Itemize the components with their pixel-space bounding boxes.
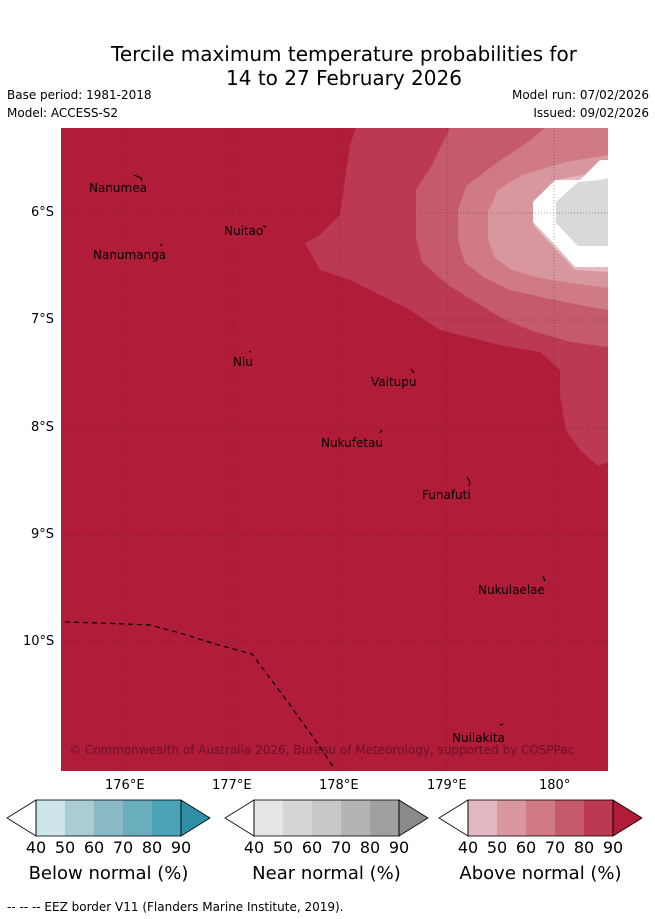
island-marks bbox=[133, 174, 546, 726]
eez-footnote: -- -- -- EEZ border V11 (Flanders Marine… bbox=[7, 900, 344, 914]
lon-label-179e: 179°E bbox=[427, 778, 467, 793]
place-label-nukufetau: Nukufetau bbox=[321, 436, 384, 450]
near-normal-gray-region bbox=[556, 178, 608, 246]
base-period: Base period: 1981-2018 bbox=[7, 88, 152, 102]
colorbar-near bbox=[224, 799, 429, 837]
near-tick-80: 80 bbox=[359, 838, 381, 857]
below-tick-40: 40 bbox=[25, 838, 47, 857]
above-tick-50: 50 bbox=[486, 838, 508, 857]
place-label-nanumanga: Nanumanga bbox=[93, 248, 167, 262]
place-label-nuilakita: Nuilakita bbox=[452, 731, 505, 745]
place-label-vaitupu: Vaitupu bbox=[371, 375, 417, 389]
place-label-nuitao: Nuitao bbox=[224, 224, 264, 238]
lon-label-177e: 177°E bbox=[212, 778, 252, 793]
near-tick-60: 60 bbox=[301, 838, 323, 857]
below-tick-60: 60 bbox=[83, 838, 105, 857]
place-label-niu: Niu bbox=[233, 355, 253, 369]
above-tick-40: 40 bbox=[457, 838, 479, 857]
above-tick-70: 70 bbox=[544, 838, 566, 857]
below-tick-90: 90 bbox=[170, 838, 192, 857]
lat-label-9s: 9°S bbox=[31, 527, 55, 542]
near-tick-40: 40 bbox=[243, 838, 265, 857]
lat-label-10s: 10°S bbox=[23, 634, 55, 649]
lon-label-180: 180° bbox=[539, 778, 571, 793]
graticule bbox=[61, 128, 608, 771]
lat-label-6s: 6°S bbox=[31, 205, 55, 220]
model-name: Model: ACCESS-S2 bbox=[7, 106, 119, 120]
title-line-2: 14 to 27 February 2026 bbox=[226, 66, 462, 90]
lat-label-8s: 8°S bbox=[31, 420, 55, 435]
colorbar-above bbox=[438, 799, 643, 837]
near-tick-70: 70 bbox=[330, 838, 352, 857]
above-normal-label: Above normal (%) bbox=[459, 863, 622, 884]
below-tick-50: 50 bbox=[54, 838, 76, 857]
lon-label-176e: 176°E bbox=[105, 778, 145, 793]
place-label-nukulaelae: Nukulaelae bbox=[478, 583, 545, 597]
near-normal-label: Near normal (%) bbox=[252, 863, 401, 884]
below-tick-80: 80 bbox=[141, 838, 163, 857]
colorbar-below bbox=[6, 799, 211, 837]
near-tick-90: 90 bbox=[388, 838, 410, 857]
below-normal-label: Below normal (%) bbox=[28, 863, 189, 884]
place-label-nanumea: Nanumea bbox=[89, 181, 147, 195]
above-tick-60: 60 bbox=[515, 838, 537, 857]
lon-label-178e: 178°E bbox=[319, 778, 359, 793]
copyright-notice: © Commonwealth of Australia 2026, Bureau… bbox=[69, 743, 575, 757]
above-tick-90: 90 bbox=[602, 838, 624, 857]
place-label-funafuti: Funafuti bbox=[422, 488, 471, 502]
near-tick-50: 50 bbox=[272, 838, 294, 857]
above-tick-80: 80 bbox=[573, 838, 595, 857]
below-tick-70: 70 bbox=[112, 838, 134, 857]
issued-date: Issued: 09/02/2026 bbox=[533, 106, 649, 120]
title-line-1: Tercile maximum temperature probabilitie… bbox=[111, 42, 577, 66]
lat-label-7s: 7°S bbox=[31, 312, 55, 327]
model-run: Model run: 07/02/2026 bbox=[511, 88, 649, 102]
